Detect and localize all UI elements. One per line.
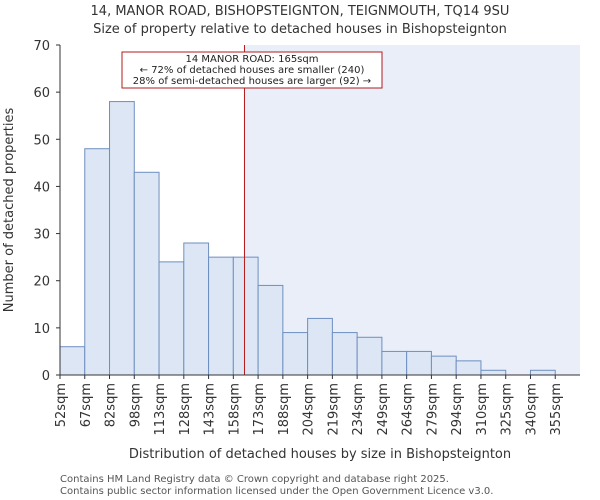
y-axis-label: Number of detached properties <box>2 108 17 313</box>
bar-340sqm <box>529 369 556 376</box>
x-tick-label: 219sqm <box>326 383 341 436</box>
y-tick-label: 30 <box>33 228 50 243</box>
bar-279sqm <box>430 355 457 376</box>
y-tick-label: 20 <box>33 275 50 290</box>
bar-173sqm <box>257 284 284 376</box>
bar-310sqm <box>480 369 507 376</box>
y-tick-label: 0 <box>42 369 50 384</box>
x-tick-label: 310sqm <box>475 383 490 436</box>
x-tick-label: 325sqm <box>500 383 515 436</box>
y-tick-label: 70 <box>33 39 50 54</box>
bar-82sqm <box>109 101 135 376</box>
x-axis-label: Distribution of detached houses by size … <box>129 447 511 462</box>
x-tick-label: 340sqm <box>524 383 539 436</box>
x-tick-label: 158sqm <box>227 383 242 436</box>
x-tick-label: 128sqm <box>178 383 193 436</box>
y-tick-label: 40 <box>33 180 50 195</box>
x-tick-label: 82sqm <box>104 383 119 427</box>
bar-67sqm <box>84 148 111 376</box>
bar-158sqm <box>232 256 259 376</box>
bar-219sqm <box>331 332 358 376</box>
y-ticks-group: 0 10 20 30 40 50 60 70 <box>33 39 60 384</box>
x-tick-label: 52sqm <box>54 383 69 427</box>
bar-128sqm <box>183 242 210 376</box>
bar-249sqm <box>381 350 408 376</box>
annotation-line-3: 28% of semi-detached houses are larger (… <box>133 76 371 87</box>
bars-group <box>59 101 556 376</box>
x-tick-label: 113sqm <box>153 383 168 436</box>
y-tick-label: 10 <box>33 322 50 337</box>
x-tick-label: 279sqm <box>425 383 440 436</box>
annotation-frame <box>121 51 383 89</box>
bar-143sqm <box>208 256 234 376</box>
bar-294sqm <box>455 360 482 376</box>
bar-234sqm <box>356 336 383 376</box>
x-ticks-group: 52sqm 67sqm 82sqm 98sqm 113sqm 128sqm 143sqm 15… <box>54 375 564 436</box>
x-tick-label: 173sqm <box>252 383 267 436</box>
bar-188sqm <box>282 332 309 376</box>
annotation-line-1: 14 MANOR ROAD: 165sqm <box>186 54 319 65</box>
x-tick-label: 234sqm <box>351 383 366 436</box>
footer-line-1: Contains HM Land Registry data © Crown c… <box>60 474 449 485</box>
x-tick-label: 98sqm <box>128 383 143 427</box>
bar-204sqm <box>307 317 333 376</box>
x-tick-label: 204sqm <box>302 383 317 436</box>
y-tick-label: 50 <box>33 133 50 148</box>
y-tick-label: 60 <box>33 86 50 101</box>
x-tick-label: 143sqm <box>203 383 218 436</box>
chart-subtitle: Size of property relative to detached ho… <box>93 22 507 37</box>
x-tick-label: 67sqm <box>79 383 94 427</box>
footer-line-2: Contains public sector information licen… <box>60 486 493 497</box>
bar-98sqm <box>133 171 160 376</box>
x-tick-label: 188sqm <box>277 383 292 436</box>
x-tick-label: 355sqm <box>549 383 564 436</box>
x-tick-label: 249sqm <box>376 383 391 436</box>
chart-title: 14, MANOR ROAD, BISHOPSTEIGNTON, TEIGNMO… <box>91 4 510 19</box>
bar-264sqm <box>406 350 432 376</box>
x-tick-label: 264sqm <box>401 383 416 436</box>
bar-113sqm <box>158 261 185 376</box>
axes-group <box>59 45 580 376</box>
highlight-region <box>244 45 580 375</box>
x-tick-label: 294sqm <box>450 383 465 436</box>
annotation-line-2: ← 72% of detached houses are smaller (24… <box>140 65 365 76</box>
bar-52sqm <box>59 346 86 376</box>
annotation-box: 14 MANOR ROAD: 165sqm ← 72% of detached … <box>121 51 383 89</box>
